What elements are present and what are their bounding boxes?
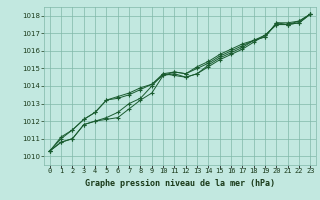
X-axis label: Graphe pression niveau de la mer (hPa): Graphe pression niveau de la mer (hPa) — [85, 179, 275, 188]
